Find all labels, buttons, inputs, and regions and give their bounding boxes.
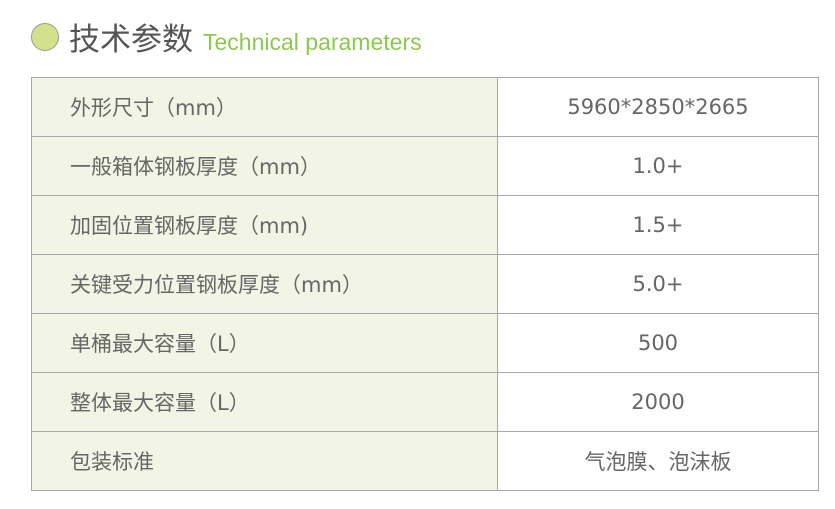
parameters-table: 外形尺寸（mm） 5960*2850*2665 一般箱体钢板厚度（mm） 1.0+ … [31, 77, 819, 491]
title-cn: 技术参数 [69, 22, 193, 58]
table-row: 加固位置钢板厚度（mm) 1.5+ [31, 195, 819, 255]
table-row: 外形尺寸（mm） 5960*2850*2665 [31, 77, 819, 137]
param-label: 整体最大容量（L） [31, 372, 498, 432]
param-label: 加固位置钢板厚度（mm) [31, 195, 498, 255]
param-value: 2000 [497, 372, 819, 432]
param-value: 1.5+ [497, 195, 819, 255]
title-en: Technical parameters [203, 29, 422, 55]
table-row: 关键受力位置钢板厚度（mm） 5.0+ [31, 254, 819, 314]
table-row: 一般箱体钢板厚度（mm） 1.0+ [31, 136, 819, 196]
param-label: 关键受力位置钢板厚度（mm） [31, 254, 498, 314]
param-label: 外形尺寸（mm） [31, 77, 498, 137]
param-value: 500 [497, 313, 819, 373]
param-value: 5.0+ [497, 254, 819, 314]
param-label: 一般箱体钢板厚度（mm） [31, 136, 498, 196]
section-title: 技术参数 Technical parameters [31, 14, 422, 59]
param-label: 包装标准 [31, 431, 498, 491]
param-value: 5960*2850*2665 [497, 77, 819, 137]
table-row: 整体最大容量（L） 2000 [31, 372, 819, 432]
param-value: 1.0+ [497, 136, 819, 196]
table-row: 包装标准 气泡膜、泡沫板 [31, 431, 819, 491]
param-label: 单桶最大容量（L） [31, 313, 498, 373]
circle-bullet-icon [31, 22, 59, 51]
table-row: 单桶最大容量（L） 500 [31, 313, 819, 373]
param-value: 气泡膜、泡沫板 [497, 431, 819, 491]
